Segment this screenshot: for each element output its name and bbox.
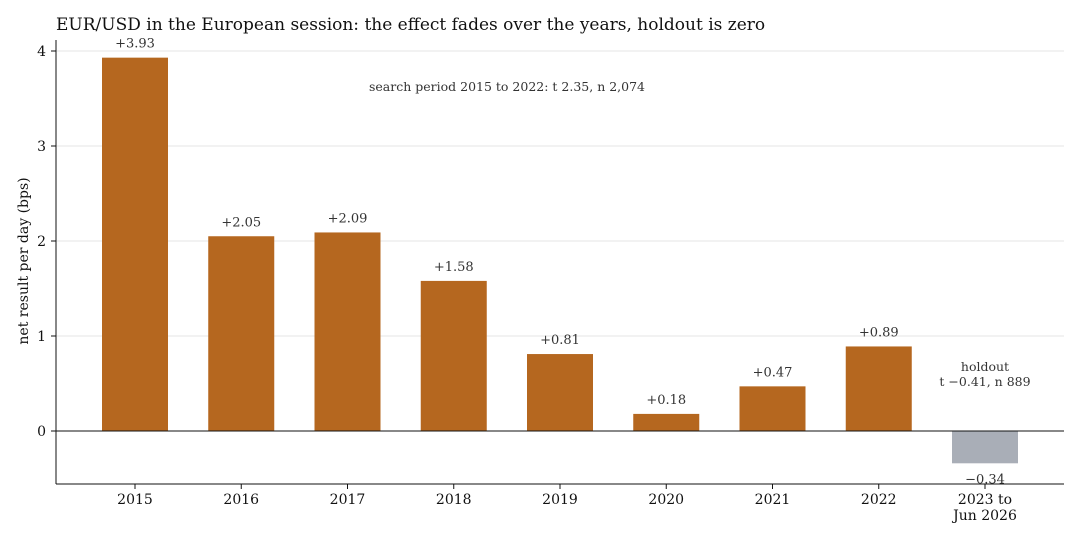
x-tick-label: 2019 <box>542 492 578 508</box>
x-tick-label: 2021 <box>755 492 791 508</box>
y-axis-label: net result per day (bps) <box>16 177 32 344</box>
x-tick-label: 2023 to Jun 2026 <box>951 492 1017 524</box>
y-tick-label: 2 <box>37 234 46 250</box>
bar-6 <box>739 386 806 431</box>
bar-5 <box>633 413 700 431</box>
y-tick-label: 4 <box>37 44 46 60</box>
x-tick-label: 2017 <box>330 492 366 508</box>
bar-2 <box>314 232 381 431</box>
y-tick-label: 0 <box>37 424 46 440</box>
bars <box>102 57 1018 464</box>
value-label: +1.58 <box>434 260 474 275</box>
bar-4 <box>527 354 593 431</box>
value-label: +2.05 <box>221 215 261 230</box>
value-labels: +3.93 +2.05 +2.09 +1.58 +0.81 +0.18 +0.47 +0.89… <box>115 37 1005 488</box>
bar-3 <box>420 280 487 431</box>
value-label: +2.09 <box>328 211 368 226</box>
value-label: +3.93 <box>115 37 155 52</box>
y-tick-label: 1 <box>37 329 46 345</box>
search-period-annotation: search period 2015 to 2022: t 2.35, n 2,… <box>369 79 645 94</box>
axis-ticks: 0 1 2 3 4 2015 2016 2017 2018 2019 2020 2021 2022 202… <box>37 44 1017 524</box>
x-tick-label: 2015 <box>117 492 153 508</box>
chart-title: EUR/USD in the European session: the eff… <box>56 15 765 35</box>
holdout-annotation-title: holdout <box>961 359 1009 374</box>
value-label: +0.81 <box>540 333 580 348</box>
x-tick-label: 2016 <box>223 492 259 508</box>
bar-0 <box>102 57 168 432</box>
x-tick-label: 2018 <box>436 492 472 508</box>
holdout-annotation-stats: t −0.41, n 889 <box>939 374 1030 389</box>
y-tick-label: 3 <box>37 139 46 155</box>
bar-7 <box>845 346 912 431</box>
value-label: +0.18 <box>646 393 686 408</box>
bar-8 <box>952 431 1018 464</box>
x-tick-label: 2020 <box>648 492 684 508</box>
x-tick-label: 2022 <box>861 492 897 508</box>
bar-1 <box>208 236 275 431</box>
value-label: +0.47 <box>753 365 793 380</box>
value-label: +0.89 <box>859 325 899 340</box>
